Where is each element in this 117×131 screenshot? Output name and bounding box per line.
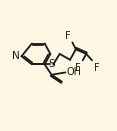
Text: OH: OH [66, 67, 81, 77]
Text: S: S [48, 59, 55, 69]
Text: N: N [12, 51, 20, 61]
Text: F: F [75, 63, 81, 73]
Text: F: F [94, 63, 99, 73]
Text: F: F [65, 31, 71, 41]
